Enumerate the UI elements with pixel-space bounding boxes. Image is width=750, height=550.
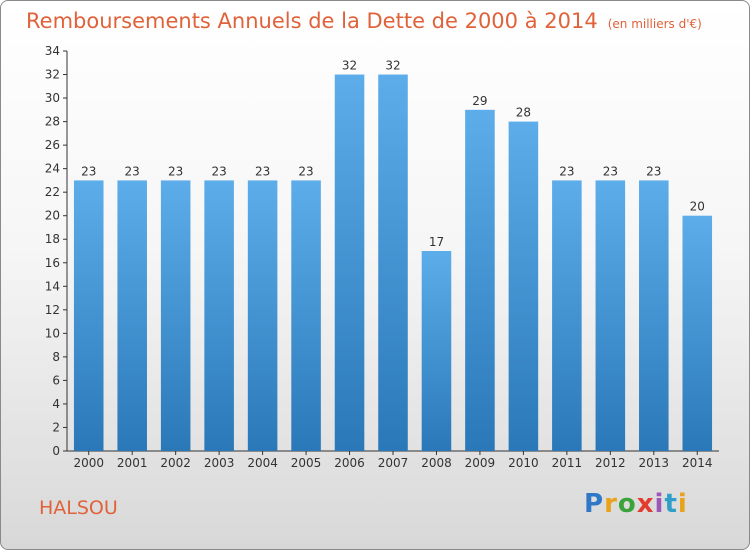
data-labels: 23 23 23 23 23 23 32 32 17 29 28 23 23 23 20 (81, 59, 705, 249)
y-tick-label: 8 (52, 350, 60, 364)
y-tick-label: 18 (45, 232, 60, 246)
bar-value-label: 23 (211, 164, 226, 178)
logo-letter: i (677, 489, 688, 519)
bar (552, 180, 582, 452)
bar-value-label: 23 (168, 164, 183, 178)
y-tick-label: 12 (45, 303, 60, 317)
y-tick-label: 26 (45, 138, 60, 152)
x-tick-label: 2005 (291, 456, 322, 470)
bar-value-label: 23 (298, 164, 313, 178)
x-tick-label: 2001 (117, 456, 148, 470)
x-tick-label: 2008 (421, 456, 452, 470)
x-tick-label: 2012 (595, 456, 626, 470)
bar-value-label: 23 (559, 164, 574, 178)
bar (291, 180, 321, 452)
chart-title: Remboursements Annuels de la Dette de 20… (26, 9, 702, 33)
y-tick-label: 6 (52, 373, 60, 387)
bar-value-label: 28 (516, 106, 531, 120)
bar (73, 180, 104, 452)
chart-unit: (en milliers d'€) (607, 17, 702, 31)
y-tick-label: 34 (45, 44, 60, 58)
x-tick-label: 2006 (334, 456, 365, 470)
x-tick-label: 2010 (508, 456, 539, 470)
y-tick-label: 16 (45, 256, 60, 270)
logo-letter: o (617, 489, 637, 519)
bar-value-label: 23 (255, 164, 270, 178)
x-tick-label: 2004 (247, 456, 278, 470)
bar (334, 74, 365, 451)
bar (639, 180, 669, 452)
bar-value-label: 23 (646, 164, 661, 178)
y-tick-label: 20 (45, 209, 60, 223)
bar (204, 180, 234, 452)
x-tick-label: 2000 (73, 456, 104, 470)
bar-value-label: 32 (342, 59, 357, 73)
bar (508, 121, 539, 452)
y-tick-label: 0 (52, 444, 60, 458)
logo-letter: i (654, 489, 665, 519)
logo-letter: t (664, 489, 678, 519)
bar-value-label: 23 (603, 164, 618, 178)
bar (421, 251, 452, 451)
bar (595, 180, 626, 452)
x-tick-label: 2013 (639, 456, 670, 470)
x-tick-label: 2009 (465, 456, 496, 470)
proxiti-logo: Proxiti (584, 489, 688, 519)
y-tick-label: 28 (45, 115, 60, 129)
bar-value-label: 29 (472, 94, 487, 108)
bar (117, 180, 147, 452)
x-tick-label: 2003 (204, 456, 235, 470)
bar-value-label: 23 (81, 164, 96, 178)
bar-value-label: 17 (429, 235, 444, 249)
y-tick-label: 2 (52, 420, 60, 434)
bar-value-label: 20 (690, 200, 705, 214)
x-tick-label: 2002 (160, 456, 191, 470)
logo-letter: P (584, 489, 605, 519)
chart-title-text: Remboursements Annuels de la Dette de 20… (26, 9, 598, 33)
y-tick-label: 22 (45, 185, 60, 199)
bar-value-label: 23 (125, 164, 140, 178)
bar-value-label: 32 (385, 59, 400, 73)
y-tick-label: 30 (45, 91, 60, 105)
y-tick-label: 32 (45, 68, 60, 82)
bar (378, 74, 408, 451)
bar (247, 180, 278, 452)
y-tick-label: 10 (45, 326, 60, 340)
bar (682, 215, 713, 451)
x-tick-label: 2014 (682, 456, 713, 470)
y-tick-label: 14 (45, 279, 60, 293)
y-tick-label: 24 (45, 162, 60, 176)
x-tick-label: 2011 (552, 456, 583, 470)
commune-name: HALSOU (39, 497, 118, 519)
x-tick-label: 2007 (378, 456, 409, 470)
bars (73, 74, 713, 452)
logo-letter: r (604, 489, 618, 519)
bar (160, 180, 191, 452)
bar (465, 109, 495, 451)
logo-letter: x (636, 489, 655, 519)
y-tick-label: 4 (52, 397, 60, 411)
